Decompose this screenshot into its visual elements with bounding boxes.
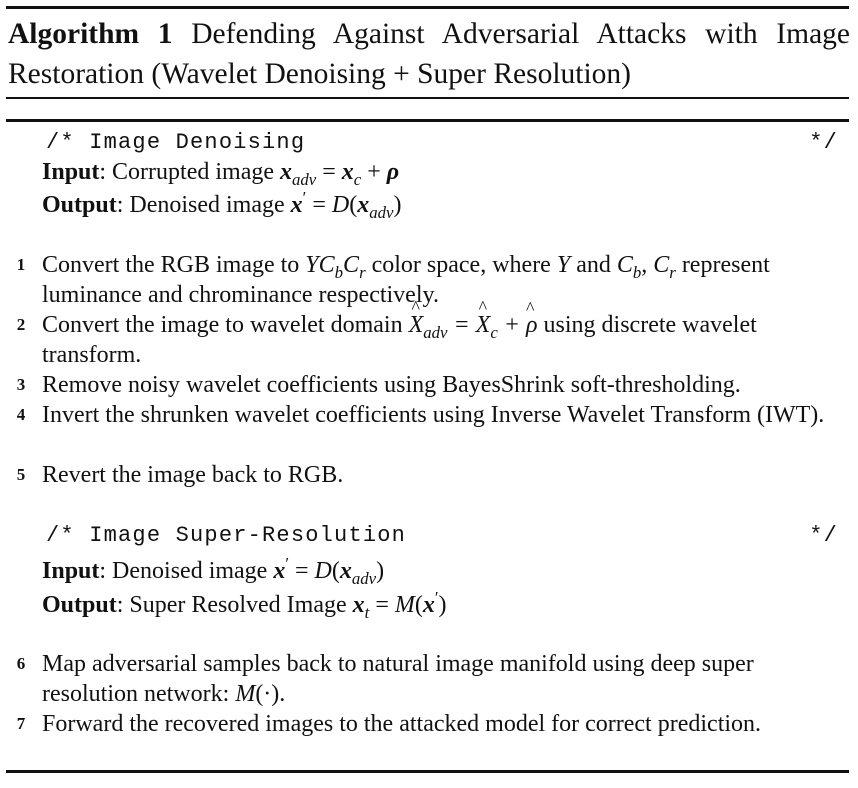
ycbcr-formula: YCbCr — [305, 252, 366, 282]
output-formula: x′ = D(xadv) — [290, 187, 402, 222]
step-1-text-c: and — [570, 252, 617, 278]
step-number: 5 — [16, 465, 26, 484]
title-rule — [6, 97, 849, 99]
output-label: Output — [42, 592, 117, 618]
step-6-text-a: Map adversarial samples back to natural … — [42, 651, 754, 707]
output-text: : Super Resolved Image — [116, 592, 353, 618]
super-resolution-input: Input: Denoised image x′ = D(xadv) — [42, 553, 385, 588]
input-label: Input — [42, 159, 100, 185]
step-2-text-b: using discrete wavelet transform. — [42, 312, 757, 368]
input-formula: xadv = xc + ρ — [280, 159, 400, 189]
step-number: 7 — [16, 714, 26, 733]
super-resolution-comment: /* Image Super-Resolution */ — [46, 522, 838, 550]
step-6: Map adversarial samples back to natural … — [42, 651, 754, 707]
top-rule — [6, 6, 849, 9]
super-resolution-output: Output: Super Resolved Image xt = M(x′) — [42, 587, 447, 622]
step-1: Convert the RGB image to YCbCr color spa… — [42, 250, 838, 310]
denoising-comment-close: */ — [809, 130, 838, 155]
step-3: Remove noisy wavelet coefficients using … — [42, 372, 741, 398]
denoising-input: Input: Corrupted image xadv = xc + ρ — [42, 157, 400, 189]
step-1-text-b: color space, where — [365, 252, 557, 278]
body-top-rule — [6, 119, 849, 122]
input-text: : Corrupted image — [99, 159, 280, 185]
step-4: Invert the shrunken wavelet coefficients… — [42, 402, 825, 428]
denoising-comment: /* Image Denoising */ — [46, 129, 838, 157]
input-label: Input — [42, 558, 100, 584]
step-1-text-d: represent luminance and chrominance resp… — [42, 252, 770, 308]
step-number: 1 — [16, 255, 26, 274]
output-formula: xt = M(x′) — [352, 587, 447, 622]
denoising-output: Output: Denoised image x′ = D(xadv) — [42, 187, 402, 222]
step-6-text-b: . — [279, 681, 286, 707]
step-1-text-a: Convert the RGB image to — [42, 252, 306, 278]
output-label: Output — [42, 192, 117, 218]
bottom-rule — [6, 770, 849, 773]
output-text: : Denoised image — [116, 192, 291, 218]
sr-network-symbol: M — [235, 681, 256, 707]
step-number: 2 — [16, 315, 26, 334]
step-number: 6 — [16, 654, 26, 673]
super-resolution-comment-close: */ — [809, 523, 838, 548]
wavelet-formula: Xadv = Xc + ρ — [409, 292, 538, 341]
denoising-comment-text: /* Image Denoising — [46, 130, 306, 155]
step-2: Convert the image to wavelet domain Xadv… — [42, 292, 838, 370]
cb-cr-symbols: Cb, Cr — [616, 252, 676, 282]
algorithm-title: Algorithm 1 Defending Against Adversaria… — [8, 14, 850, 94]
step-number: 4 — [16, 405, 26, 424]
input-formula: x′ = D(xadv) — [273, 553, 385, 588]
super-resolution-comment-text: /* Image Super-Resolution — [46, 523, 407, 548]
step-2-text-a: Convert the image to wavelet domain — [42, 312, 409, 338]
step-7: Forward the recovered images to the atta… — [42, 711, 762, 737]
algorithm-label: Algorithm 1 — [8, 18, 173, 50]
step-5: Revert the image back to RGB. — [42, 462, 344, 488]
input-text: : Denoised image — [99, 558, 274, 584]
algorithm-caption: Defending Against Adversarial Attacks wi… — [8, 18, 850, 90]
step-number: 3 — [16, 375, 26, 394]
y-symbol: Y — [556, 252, 571, 278]
